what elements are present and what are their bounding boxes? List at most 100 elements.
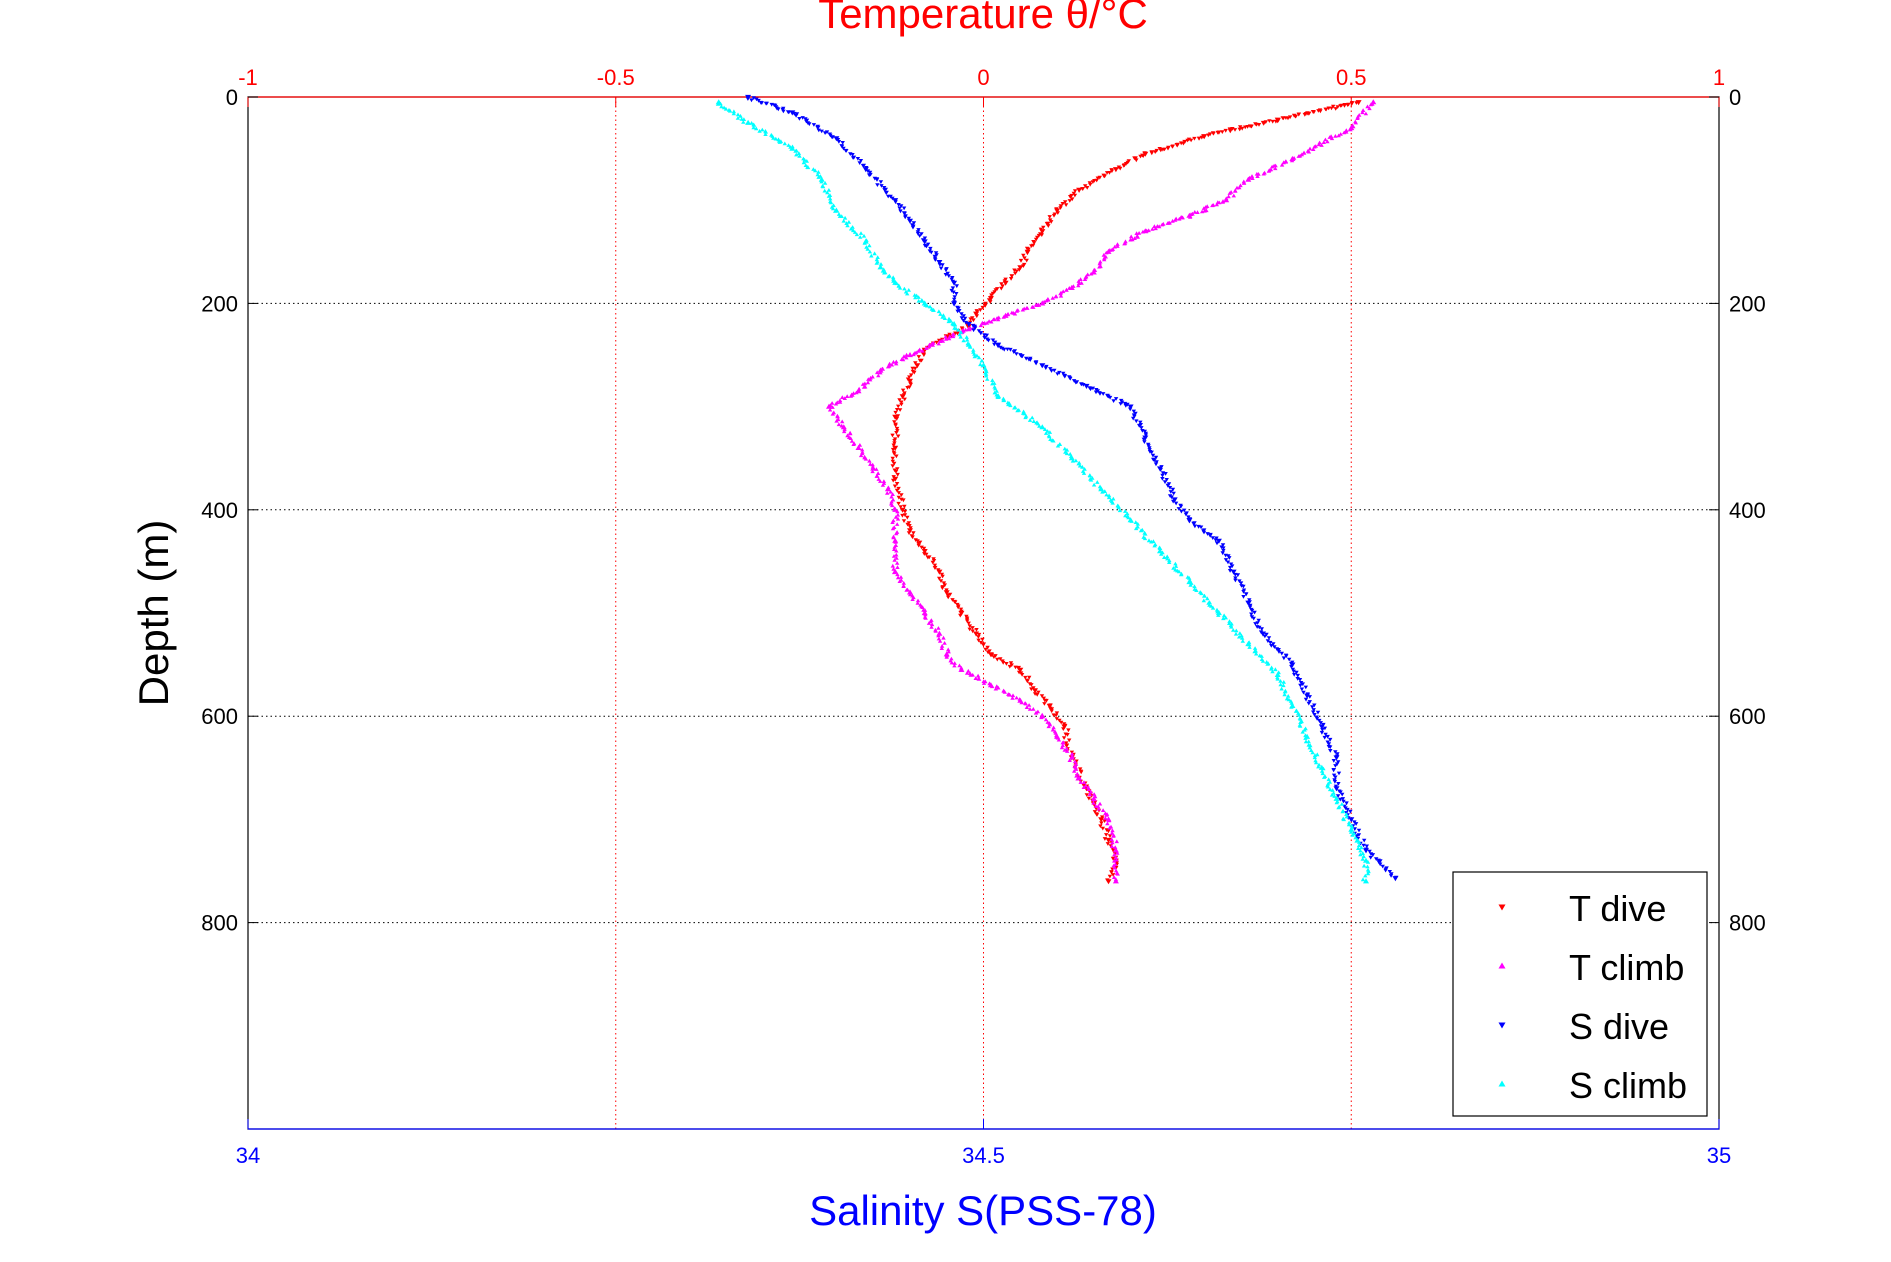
s-dive-marker (811, 123, 817, 127)
s-dive-marker (1336, 771, 1342, 776)
t-dive-marker (1041, 696, 1046, 701)
s-climb-marker (1001, 398, 1006, 403)
t-dive-marker (1323, 107, 1328, 112)
t-climb-marker (889, 362, 895, 367)
t-climb-marker (1019, 700, 1024, 705)
t-dive-marker (916, 543, 921, 548)
t-climb-marker (1033, 710, 1039, 715)
s-climb-marker (964, 335, 969, 339)
t-dive-marker (892, 484, 898, 489)
s-climb-marker (1365, 871, 1371, 876)
s-climb-marker (1308, 743, 1313, 748)
s-climb-marker (801, 160, 806, 165)
s-climb-marker (1358, 848, 1363, 853)
s-dive-marker (928, 246, 933, 251)
s-dive-marker (896, 203, 901, 207)
t-climb-marker (1113, 868, 1119, 873)
s-dive-marker (992, 342, 997, 347)
t-climb-marker (1201, 206, 1207, 210)
s-dive-marker (1279, 651, 1284, 656)
t-dive-marker (985, 645, 990, 650)
t-climb-marker (1006, 692, 1012, 697)
t-climb-marker (893, 540, 898, 544)
t-climb-marker (1081, 780, 1087, 785)
t-climb-marker (1365, 104, 1370, 109)
s-dive-marker (1165, 483, 1170, 488)
s-climb-marker (1227, 619, 1232, 623)
s-climb-marker (1051, 438, 1056, 443)
s-climb-marker (976, 355, 982, 360)
t-dive-marker (1071, 191, 1076, 196)
t-climb-marker (1231, 193, 1236, 198)
legend-label-s-dive: S dive (1569, 1006, 1669, 1047)
s-climb-marker (925, 303, 930, 308)
t-climb-marker (848, 394, 854, 398)
s-dive-marker (884, 191, 889, 195)
t-dive-marker (1058, 206, 1063, 210)
t-dive-marker (1302, 112, 1307, 117)
s-dive-marker (1168, 490, 1173, 494)
t-dive-point (1054, 208, 1061, 214)
s-climb-marker (906, 288, 911, 292)
s-climb-marker (1237, 631, 1243, 635)
s-dive-marker (1220, 551, 1225, 556)
t-dive-marker (1026, 247, 1031, 252)
s-dive-marker (1118, 402, 1123, 406)
s-dive-marker (1315, 710, 1321, 715)
s-climb-marker (777, 140, 782, 144)
s-dive-marker (745, 97, 751, 101)
s-dive-marker (1233, 576, 1238, 581)
t-dive-marker (958, 607, 964, 612)
s-dive-marker (1256, 618, 1261, 623)
t-dive-point (892, 476, 899, 482)
s-dive-marker (1318, 721, 1323, 725)
s-dive-marker (1183, 512, 1189, 517)
s-climb-marker (1346, 822, 1352, 827)
s-dive-marker (929, 250, 934, 255)
temperature-tick-label: 0.5 (1336, 65, 1367, 90)
t-dive-marker (981, 643, 986, 647)
t-climb-marker (830, 411, 835, 416)
s-dive-point (1333, 786, 1340, 792)
s-dive-marker (1128, 407, 1133, 412)
s-dive-marker (1253, 622, 1258, 626)
t-climb-marker (1050, 296, 1055, 300)
t-dive-marker (1054, 717, 1059, 721)
t-dive-marker (965, 619, 970, 624)
t-dive-marker (1019, 673, 1025, 677)
t-dive-marker (901, 519, 907, 523)
s-climb-marker (1282, 689, 1288, 694)
s-dive-marker (1251, 616, 1256, 621)
s-climb-marker (1319, 769, 1325, 773)
s-dive-marker (1131, 409, 1136, 414)
top-axis-title: Temperature θ/°C (818, 0, 1148, 37)
t-dive-marker (892, 441, 897, 446)
s-dive-marker (1241, 595, 1246, 599)
t-climb-marker (1075, 776, 1080, 781)
t-climb-marker (1234, 185, 1240, 190)
s-climb-marker (1216, 613, 1221, 617)
t-climb-marker (939, 644, 945, 648)
t-dive-point (1002, 280, 1009, 286)
s-dive-marker (1388, 874, 1394, 878)
s-climb-marker (1229, 624, 1234, 629)
s-dive-marker (1276, 650, 1282, 654)
t-climb-marker (827, 407, 833, 412)
s-climb-marker (958, 334, 963, 339)
t-climb-marker (1210, 203, 1215, 208)
t-dive-marker (1227, 128, 1233, 133)
t-dive-marker (989, 293, 994, 298)
t-dive-marker (1121, 164, 1126, 168)
salinity-tick-label: 34.5 (962, 1143, 1005, 1168)
t-climb-point (907, 352, 913, 358)
s-climb-marker (878, 262, 884, 266)
s-climb-marker (874, 261, 879, 265)
s-dive-marker (1192, 524, 1198, 529)
t-dive-marker (910, 366, 915, 371)
t-dive-marker (902, 397, 907, 402)
s-climb-marker (1293, 709, 1299, 713)
t-climb-marker (1261, 171, 1266, 176)
s-dive-marker (850, 156, 856, 160)
t-climb-marker (1217, 200, 1222, 205)
s-dive-marker (1107, 395, 1113, 400)
